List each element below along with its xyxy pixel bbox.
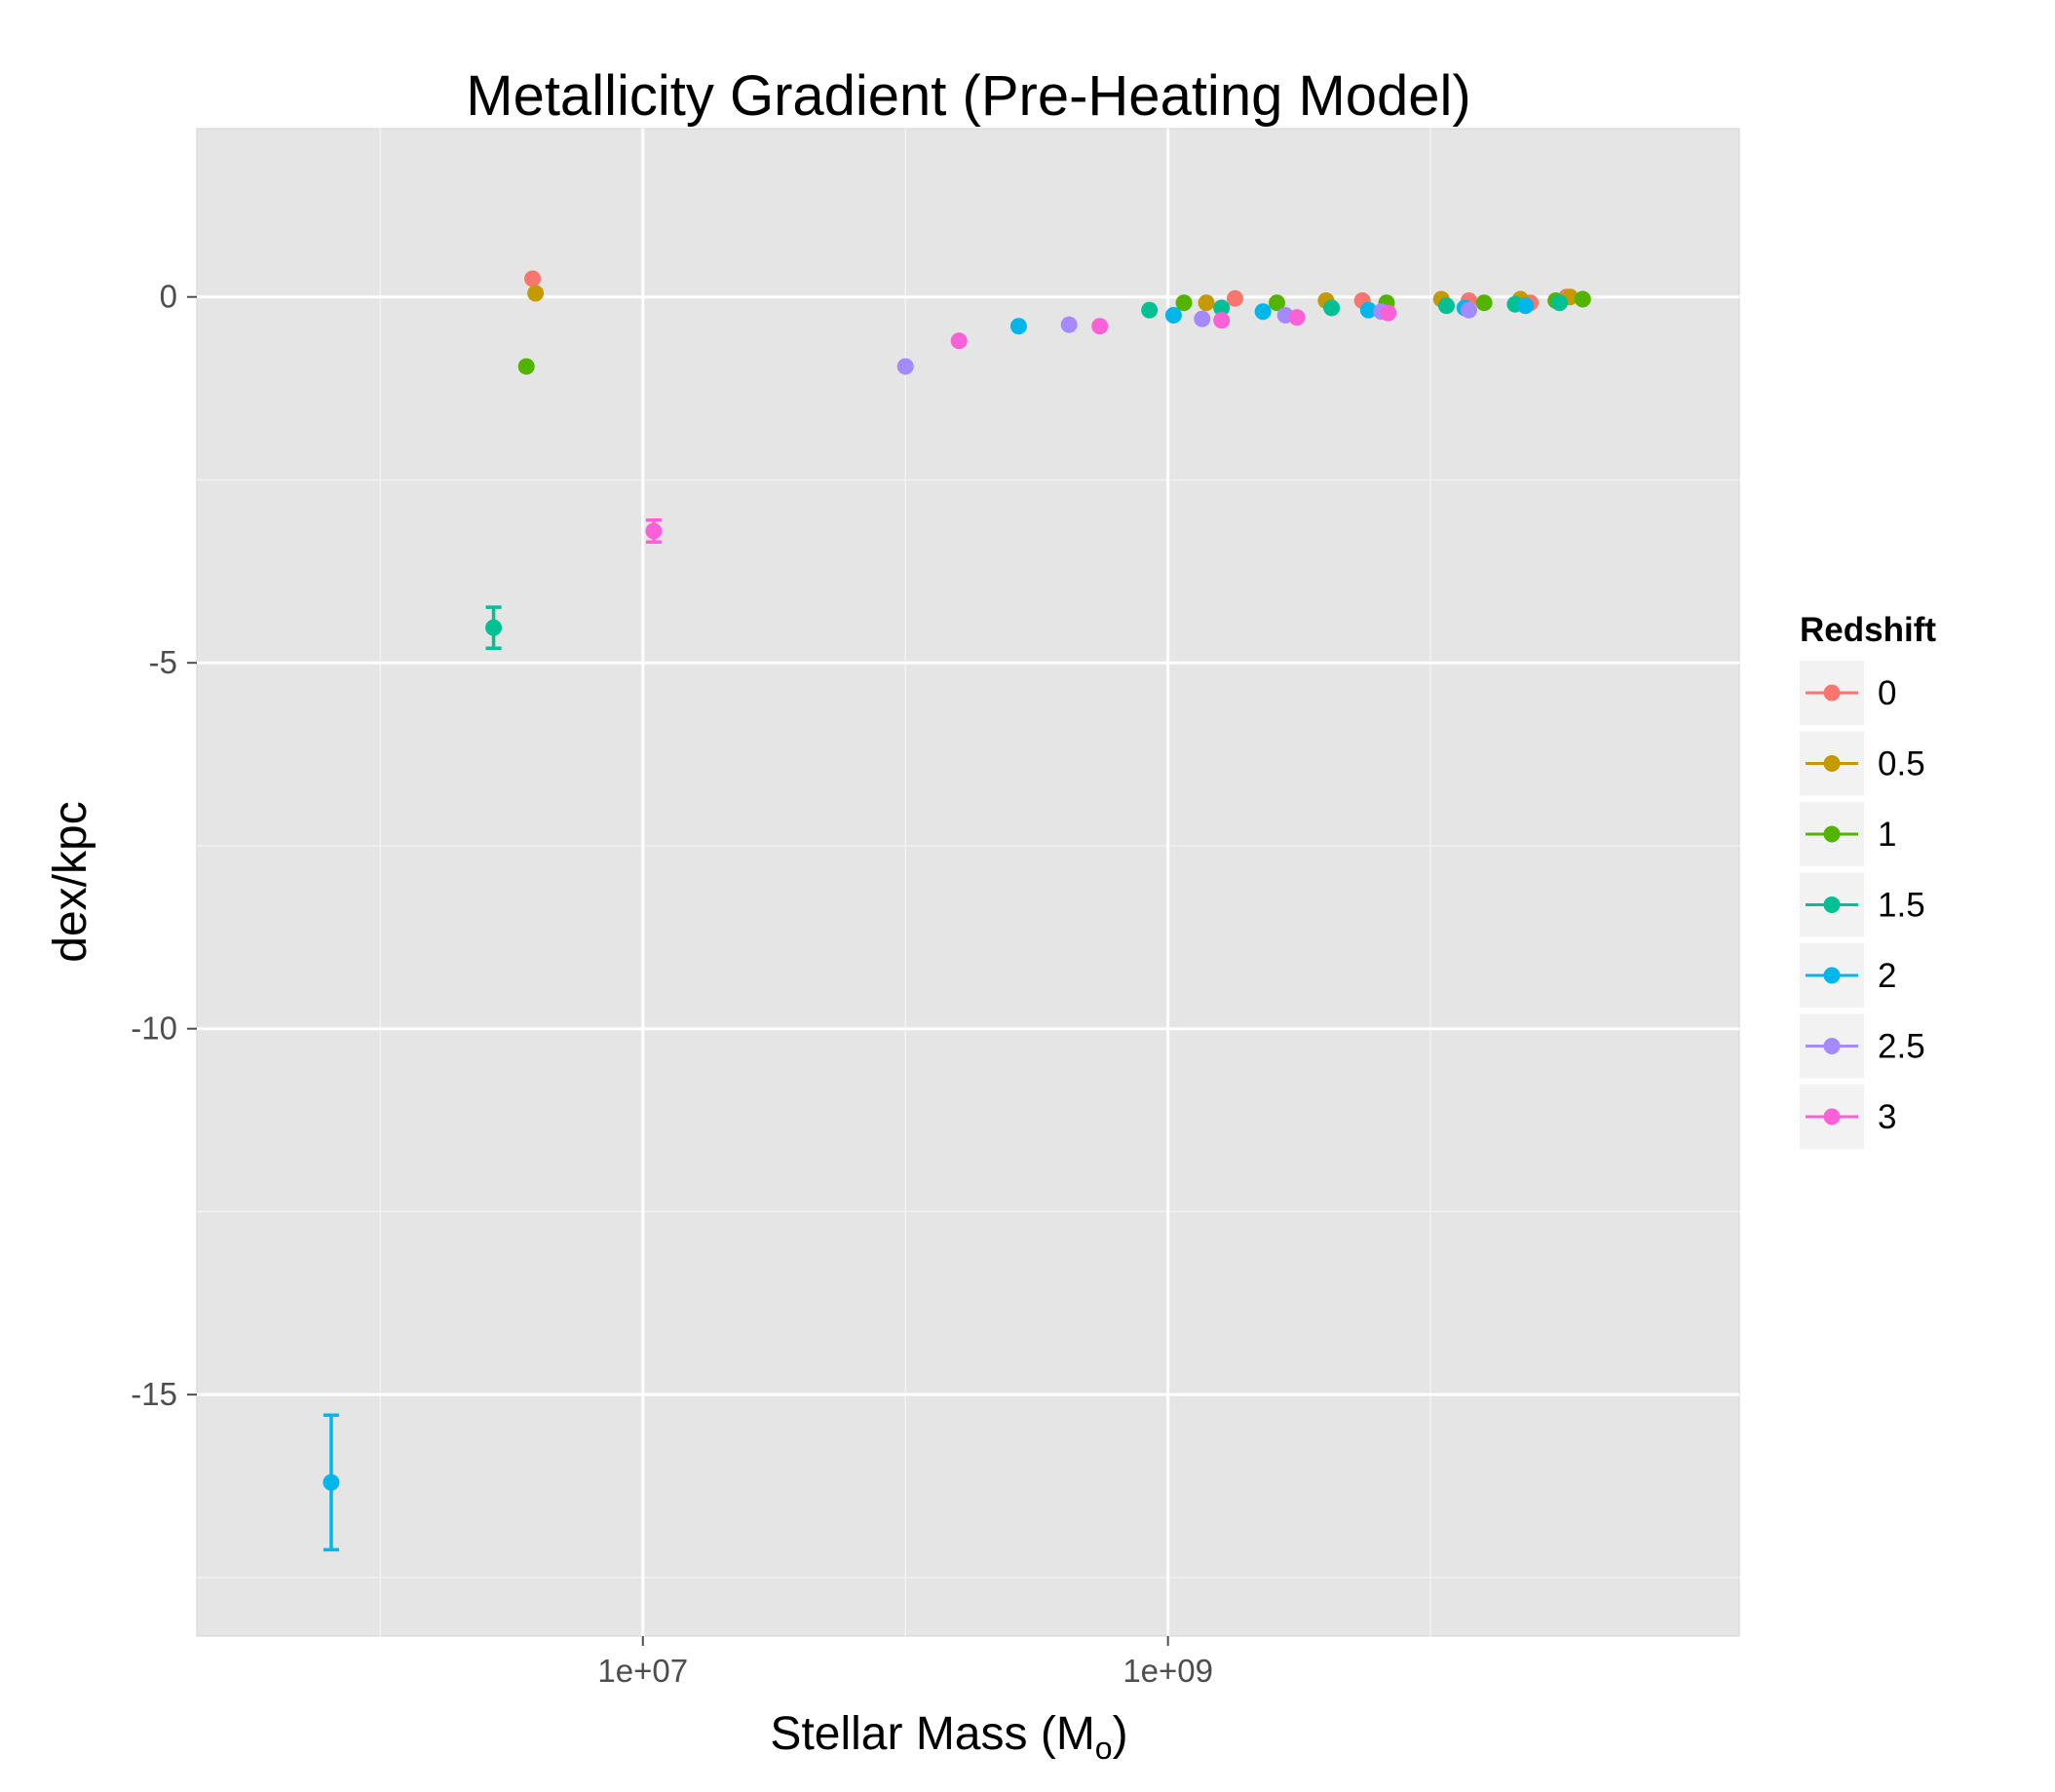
legend-label: 0.5 bbox=[1878, 745, 1925, 783]
data-point-redshift-2 bbox=[1009, 318, 1027, 335]
data-point-redshift-1.5 bbox=[1213, 299, 1231, 317]
legend-item-0: 0 bbox=[1800, 661, 1896, 725]
legend-item-3: 3 bbox=[1800, 1085, 1896, 1149]
legend-label: 3 bbox=[1878, 1098, 1896, 1136]
data-point-redshift-2 bbox=[1517, 297, 1535, 315]
legend-key-point bbox=[1823, 755, 1841, 772]
legend-label: 1 bbox=[1878, 816, 1896, 854]
legend-key-point bbox=[1823, 825, 1841, 843]
data-point-redshift-1 bbox=[1475, 294, 1493, 312]
data-point-redshift-2 bbox=[1164, 306, 1182, 324]
data-point-redshift-2.5 bbox=[896, 358, 914, 375]
data-point-redshift-0.5 bbox=[1198, 294, 1215, 312]
legend-item-2.5: 2.5 bbox=[1800, 1013, 1925, 1079]
legend-label: 2 bbox=[1878, 957, 1896, 995]
data-point-redshift-2 bbox=[1254, 303, 1272, 321]
data-point-redshift-0.5 bbox=[527, 285, 545, 302]
legend-key-point bbox=[1823, 1038, 1841, 1054]
y-tick-labels: 0 -5 -10 -15 bbox=[131, 279, 197, 1412]
data-point-redshift-3 bbox=[1288, 309, 1306, 326]
x-tick-label: 1e+07 bbox=[597, 1653, 688, 1689]
data-point-redshift-1.5 bbox=[1323, 299, 1341, 317]
data-point-redshift-1.5 bbox=[1141, 301, 1159, 319]
y-axis-title: dex/kpc bbox=[45, 801, 96, 962]
data-point-redshift-3 bbox=[1213, 312, 1231, 329]
legend-items: 0 0.5 1 1.5 2 2.5 3 bbox=[1800, 661, 1925, 1149]
legend-item-0.5: 0.5 bbox=[1800, 731, 1925, 796]
legend-key-point bbox=[1823, 1108, 1841, 1125]
data-point-redshift-3 bbox=[645, 522, 663, 540]
data-point-redshift-1 bbox=[1175, 294, 1193, 312]
y-tick-label: -15 bbox=[131, 1376, 177, 1412]
y-tick-label: -5 bbox=[149, 644, 177, 680]
data-point-redshift-1.5 bbox=[485, 619, 503, 636]
x-axis-title-subscript: o bbox=[1095, 1731, 1113, 1766]
legend-key-point bbox=[1823, 896, 1841, 913]
y-tick-label: 0 bbox=[160, 279, 177, 315]
legend-item-2: 2 bbox=[1800, 943, 1896, 1008]
chart-title: Metallicity Gradient (Pre-Heating Model) bbox=[466, 64, 1470, 128]
data-point-redshift-2 bbox=[1359, 301, 1377, 319]
data-point-redshift-3 bbox=[1091, 318, 1109, 335]
data-point-redshift-3 bbox=[1380, 304, 1397, 322]
x-axis-title-main: Stellar Mass (M bbox=[770, 1708, 1094, 1760]
data-point-redshift-1 bbox=[1574, 290, 1591, 308]
data-point-redshift-2.5 bbox=[1060, 316, 1078, 333]
data-point-redshift-2.5 bbox=[1194, 310, 1211, 327]
x-tick-label: 1e+09 bbox=[1123, 1653, 1213, 1689]
legend-key-point bbox=[1823, 967, 1841, 984]
data-points bbox=[323, 270, 1591, 1491]
data-point-redshift-0 bbox=[524, 270, 542, 287]
y-tick-label: -10 bbox=[131, 1010, 177, 1047]
data-point-redshift-2 bbox=[323, 1473, 340, 1491]
data-point-redshift-1 bbox=[517, 358, 535, 375]
x-axis-title-suffix: ) bbox=[1113, 1708, 1128, 1760]
legend-item-1: 1 bbox=[1800, 802, 1896, 866]
data-point-redshift-1.5 bbox=[1551, 294, 1569, 312]
legend-label: 1.5 bbox=[1878, 887, 1925, 925]
data-point-redshift-2.5 bbox=[1460, 301, 1477, 319]
plot-panel bbox=[196, 128, 1740, 1637]
x-tick-labels: 1e+07 1e+09 bbox=[597, 1636, 1213, 1689]
data-point-redshift-1.5 bbox=[1437, 297, 1455, 315]
legend: Redshift 0 0.5 1 1.5 2 2.5 3 bbox=[1800, 611, 1936, 1149]
legend-key-point bbox=[1823, 684, 1841, 702]
data-point-redshift-0 bbox=[1226, 289, 1243, 307]
data-point-redshift-3 bbox=[950, 332, 968, 350]
legend-label: 2.5 bbox=[1878, 1028, 1925, 1066]
x-axis-title: Stellar Mass (Mo) bbox=[770, 1708, 1127, 1766]
legend-item-1.5: 1.5 bbox=[1800, 872, 1925, 937]
data-point-redshift-1 bbox=[1268, 294, 1285, 312]
legend-label: 0 bbox=[1878, 674, 1896, 712]
legend-title: Redshift bbox=[1800, 611, 1936, 649]
grid-lines bbox=[197, 129, 1739, 1636]
